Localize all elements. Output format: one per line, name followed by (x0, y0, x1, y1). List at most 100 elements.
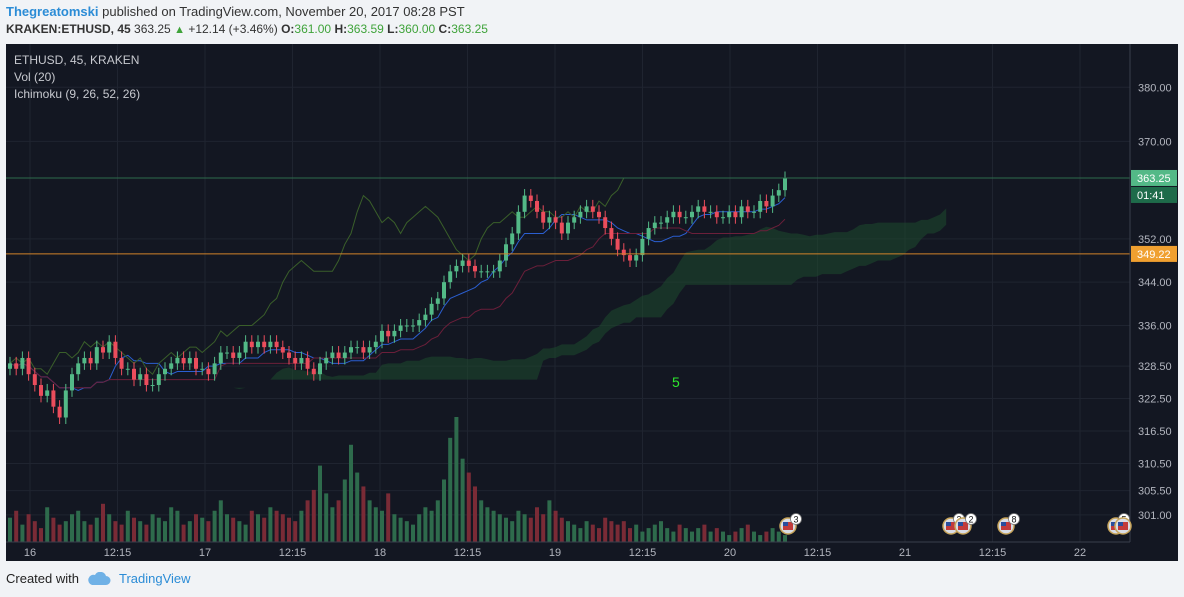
candle-body (442, 282, 446, 299)
candle-body (262, 341, 267, 348)
event-count-badge (965, 513, 977, 525)
candle-body (181, 357, 186, 364)
volume-bar (541, 514, 546, 542)
candle-body (491, 271, 496, 273)
volume-bar (51, 517, 56, 542)
candle-body (305, 357, 310, 369)
candle-body (175, 357, 180, 364)
volume-bar (336, 500, 341, 542)
created-with-label: Created with (6, 571, 79, 586)
author-link[interactable]: Thegreatomski (6, 4, 99, 19)
chikou-line (9, 177, 625, 375)
candle-body (249, 341, 254, 348)
candle-body (63, 390, 68, 418)
candle-body (330, 352, 335, 358)
volume-bar (163, 521, 167, 542)
x-axis-ticks: 16 12:15 17 12:15 18 12:15 19 12:15 20 12:15 21 12:… (24, 547, 1086, 559)
candle-body (454, 265, 459, 272)
volume-bar (572, 524, 577, 542)
volume-bar (63, 521, 68, 542)
candle-body (380, 330, 384, 342)
y-tick-label: 344.00 (1138, 277, 1172, 289)
candle-body (404, 325, 409, 327)
symbol-label: KRAKEN:ETHUSD, 45 (6, 22, 131, 36)
cloud-fill (171, 208, 947, 390)
volume-bar (590, 524, 595, 542)
high-value: 363.59 (347, 22, 384, 36)
candle-body (280, 347, 285, 353)
footer: Created with TradingView (6, 571, 191, 586)
candle-body (218, 352, 223, 364)
candle-body (386, 330, 391, 337)
flag-canton (1118, 522, 1123, 526)
volume-bar (380, 510, 384, 542)
price-axis[interactable] (1130, 44, 1178, 561)
candle-body (634, 255, 639, 261)
y-tick-label: 352.00 (1138, 234, 1172, 246)
countdown-badge-text: 01:41 (1137, 190, 1165, 202)
candle-body (572, 217, 577, 223)
volume-bar (739, 528, 744, 542)
publish-line: Thegreatomski published on TradingView.c… (6, 4, 465, 19)
candle-body (57, 406, 62, 418)
candle-body (355, 347, 360, 349)
volume-bar (652, 524, 657, 542)
candle-body (132, 368, 136, 380)
price-chart[interactable]: 301.00 305.50 310.50 316.50 322.50 328.50 336.… (6, 44, 1178, 561)
x-tick-label: 12:15 (804, 547, 832, 559)
legend-volume[interactable]: Vol (20) (14, 70, 55, 84)
candle-body (522, 195, 527, 212)
volume-bar (113, 521, 118, 542)
volume-bar (442, 479, 446, 542)
candle-body (274, 341, 279, 348)
candle-body (473, 265, 477, 272)
volume-bar (144, 524, 149, 542)
candle-body (119, 357, 124, 369)
volume-bar (125, 510, 130, 542)
volume-bar (696, 528, 701, 542)
volume-bar (311, 489, 316, 542)
candle-body (590, 206, 595, 212)
countdown-badge (1131, 186, 1177, 203)
wave-annotation: 5 (672, 374, 680, 390)
volume-bar (268, 507, 273, 542)
candle-body (578, 211, 583, 218)
candle-body (646, 228, 651, 239)
grid (6, 44, 1130, 542)
volume-bar (14, 510, 19, 542)
x-tick-label: 12:15 (454, 547, 482, 559)
volume-bar (32, 521, 37, 542)
candle-body (541, 211, 546, 223)
volume-bar (628, 528, 632, 542)
legend-ichimoku[interactable]: Ichimoku (9, 26, 52, 26) (14, 87, 140, 101)
candle-body (45, 390, 50, 396)
volume-bar (76, 510, 81, 542)
legend-title: ETHUSD, 45, KRAKEN (14, 53, 139, 67)
y-tick-label: 380.00 (1138, 82, 1172, 94)
candle-body (349, 347, 353, 353)
volume-bar (683, 528, 688, 542)
volume-bar (671, 531, 676, 542)
x-tick-label: 12:15 (979, 547, 1007, 559)
candle-body (776, 190, 781, 196)
candle-body (125, 368, 130, 370)
volume-bar (429, 510, 434, 542)
volume-bar (745, 524, 750, 542)
event-count-badge (790, 513, 802, 525)
volume-bar (733, 531, 738, 542)
candle-body (448, 271, 453, 283)
event-flag-icon: 2 (954, 513, 977, 535)
volume-bar (150, 514, 155, 542)
event-count: 8 (1011, 515, 1016, 525)
volume-bar (386, 493, 391, 542)
x-tick-label: 12:15 (629, 547, 657, 559)
volume-bar (714, 528, 719, 542)
volume-bar (367, 500, 372, 542)
candle-body (466, 260, 471, 266)
volume-bar (497, 514, 502, 542)
tradingview-link[interactable]: TradingView (118, 571, 191, 586)
chart-area[interactable]: 301.00 305.50 310.50 316.50 322.50 328.50 336.… (6, 44, 1178, 561)
candle-body (752, 211, 756, 213)
y-tick-label: 316.50 (1138, 426, 1172, 438)
economic-events[interactable]: 33285 (779, 513, 1132, 535)
